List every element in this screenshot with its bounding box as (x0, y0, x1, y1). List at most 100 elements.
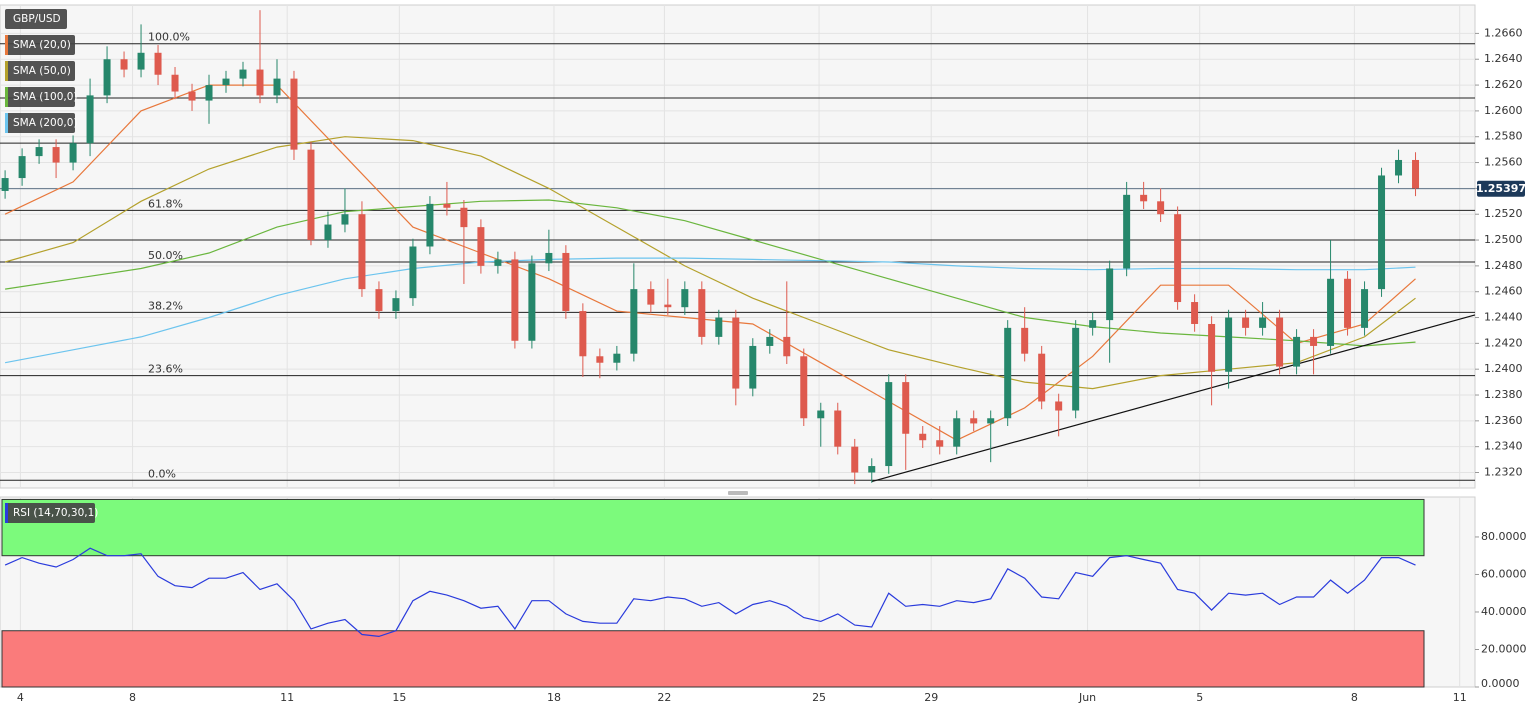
candle-body (1174, 214, 1182, 303)
panel-splitter[interactable] (728, 491, 748, 495)
y-tick-label: 1.2640 (1484, 52, 1523, 65)
fib-label: 61.8% (148, 197, 183, 210)
y-tick-label: 1.2340 (1484, 440, 1523, 453)
candle-body (919, 433, 927, 441)
legend-swatch (5, 35, 8, 55)
candle-body (1412, 159, 1420, 189)
candle-body (120, 59, 128, 70)
y-tick-label: 0.0000 (1481, 677, 1520, 690)
sma-line (4, 136, 1416, 390)
candle-body (103, 59, 111, 96)
candle-body (205, 85, 213, 101)
candle-body (1191, 302, 1199, 324)
sma-line (5, 199, 1416, 347)
candle-body (477, 227, 485, 266)
legend-box (5, 61, 75, 81)
candle-body (1140, 194, 1148, 202)
y-tick-label: 1.2520 (1484, 207, 1523, 220)
candle-body (902, 382, 910, 434)
y-tick-label: 1.2460 (1484, 285, 1523, 298)
candle-body (1259, 317, 1267, 328)
candle-body (239, 69, 247, 79)
x-tick-label: 18 (547, 691, 561, 704)
candle-body (1072, 327, 1080, 411)
candle-body (1, 178, 9, 191)
legend-label: SMA (20,0) (13, 39, 71, 51)
candle-body (188, 91, 196, 101)
price-panel (0, 4, 1476, 489)
y-tick-label: 1.2600 (1484, 104, 1523, 117)
legend-box (5, 87, 75, 107)
candle-body (1038, 353, 1046, 402)
legend-label: SMA (200,0) (13, 117, 78, 129)
candle-body (698, 289, 706, 337)
candle-body (1361, 289, 1369, 328)
candle-body (1055, 401, 1063, 411)
candle-body (1310, 336, 1318, 346)
candle-body (834, 410, 842, 447)
candle-body (817, 410, 825, 419)
candle-body (970, 418, 978, 424)
y-tick-label: 20.0000 (1481, 642, 1527, 655)
x-tick-label: 8 (1351, 691, 1358, 704)
sma-line (4, 257, 1416, 364)
candle-body (987, 418, 995, 424)
candle-body (18, 156, 26, 179)
candle-body (307, 149, 315, 241)
legend-box (5, 503, 95, 523)
x-tick-label: 11 (280, 691, 294, 704)
x-tick-label: 5 (1196, 691, 1203, 704)
rsi-line (4, 547, 1416, 638)
legend-swatch (5, 113, 8, 133)
y-tick-label: 1.2440 (1484, 311, 1523, 324)
y-tick-label: 40.0000 (1481, 605, 1527, 618)
candle-body (460, 207, 468, 228)
candle-body (851, 446, 859, 473)
candle-body (341, 214, 349, 225)
candle-body (86, 95, 94, 144)
candle-body (52, 147, 60, 163)
candle-body (613, 353, 621, 363)
candle-body (868, 466, 876, 473)
candle-body (1225, 317, 1233, 372)
last-price-box (1477, 180, 1525, 197)
candle-body (1123, 194, 1131, 269)
candle-body (800, 356, 808, 419)
legend-label: SMA (50,0) (13, 65, 71, 77)
candle-body (766, 336, 774, 346)
candle-body (1344, 278, 1352, 328)
y-tick-label: 1.2480 (1484, 259, 1523, 272)
candle-body (1327, 278, 1335, 346)
y-tick-label: 1.2660 (1484, 26, 1523, 39)
x-tick-label: 25 (812, 691, 826, 704)
candle-body (35, 147, 43, 157)
candle-body (885, 382, 893, 467)
candle-body (358, 214, 366, 290)
rsi-title: RSI (14,70,30,1) (13, 507, 98, 519)
candle-body (579, 311, 587, 357)
y-tick-label: 1.2500 (1484, 233, 1523, 246)
candle-body (562, 252, 570, 312)
x-tick-label: 8 (129, 691, 136, 704)
legend-label: SMA (100,0) (13, 91, 78, 103)
candle-body (137, 52, 145, 70)
y-tick-label: 80.0000 (1481, 530, 1527, 543)
candle-body (375, 289, 383, 312)
candle-body (664, 304, 672, 308)
y-tick-label: 1.2360 (1484, 414, 1523, 427)
fib-label: 50.0% (148, 249, 183, 262)
candle-body (1293, 336, 1301, 367)
candle-body (647, 289, 655, 305)
y-tick-label: 1.2320 (1484, 466, 1523, 479)
candle-body (392, 298, 400, 312)
candle-body (1395, 159, 1403, 176)
candle-body (409, 246, 417, 299)
candle-body (1378, 175, 1386, 290)
overbought-band (1, 498, 1425, 557)
candle-body (732, 317, 740, 389)
candle-body (953, 418, 961, 447)
candle-body (715, 317, 723, 337)
candle-body (171, 74, 179, 92)
candle-body (545, 252, 553, 264)
